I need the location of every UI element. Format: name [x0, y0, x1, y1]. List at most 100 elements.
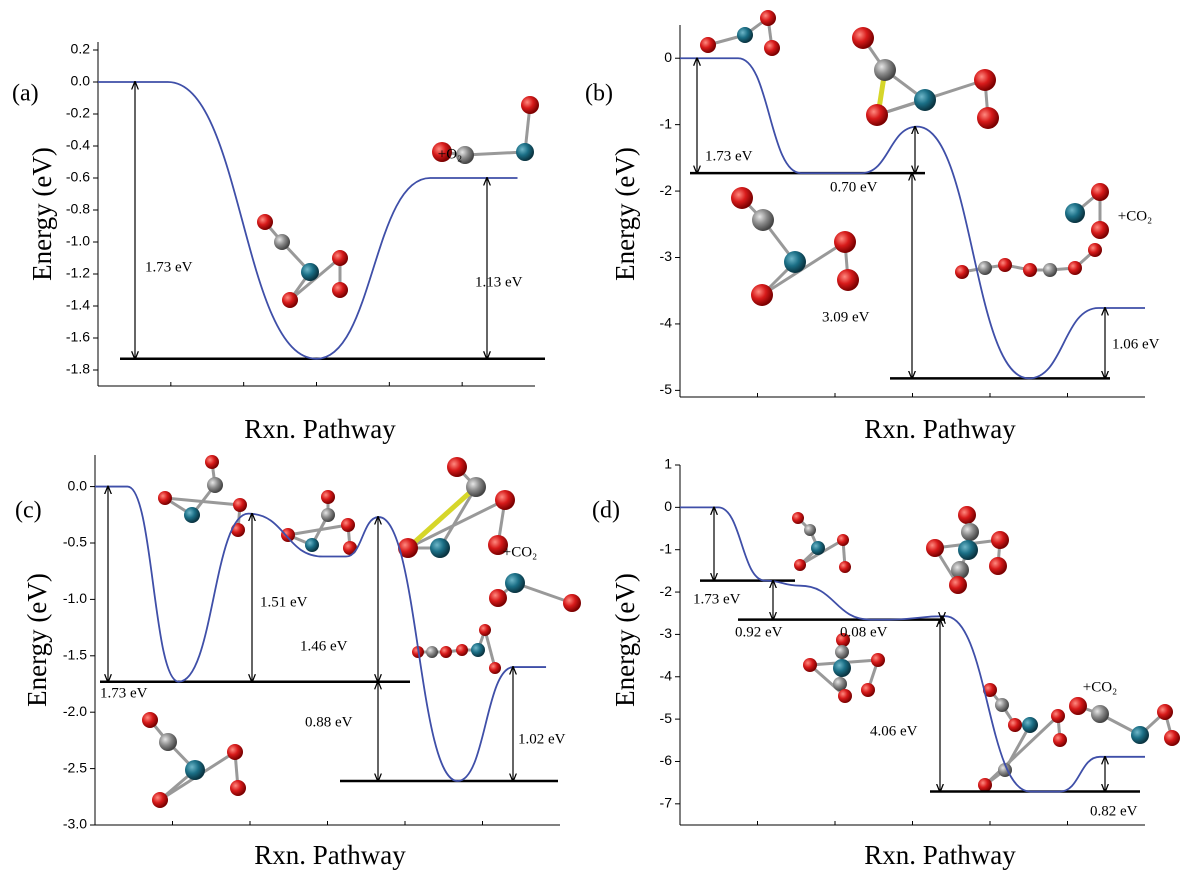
atom: [207, 477, 223, 493]
atom: [949, 576, 967, 594]
y-tick-label: 0.0: [71, 73, 91, 89]
atom: [974, 69, 996, 91]
atom: [1091, 705, 1109, 723]
atom: [466, 477, 486, 497]
energy-label: 3.09 eV: [822, 309, 870, 325]
atom: [1131, 726, 1149, 744]
species-label: +CO₂: [503, 544, 538, 560]
bond: [164, 496, 241, 507]
atom: [1065, 203, 1085, 223]
y-tick-label: -1.4: [66, 297, 90, 313]
bond: [406, 485, 478, 550]
energy-label: 1.06 eV: [1112, 336, 1160, 352]
y-tick-label: -1: [660, 540, 673, 556]
atom: [731, 187, 753, 209]
atom: [1068, 261, 1082, 275]
atom: [951, 561, 969, 579]
energy-label: 1.51 eV: [260, 594, 308, 610]
atom: [871, 653, 885, 667]
atom: [861, 683, 875, 697]
y-tick-label: -7: [660, 795, 673, 811]
molecule: [142, 712, 246, 808]
y-tick-label: -5: [660, 710, 673, 726]
atom: [471, 643, 485, 657]
atom: [834, 231, 856, 253]
atom: [1164, 730, 1180, 746]
atom: [227, 744, 243, 760]
y-tick-label: 0: [664, 49, 672, 65]
molecule: [398, 457, 515, 558]
atom: [958, 506, 976, 524]
molecule: [432, 96, 539, 164]
bond: [483, 629, 497, 669]
atom: [978, 261, 992, 275]
atom: [184, 507, 200, 523]
atom: [700, 37, 716, 53]
energy-label: 1.73 eV: [693, 591, 741, 607]
atom: [1088, 243, 1102, 257]
atom: [432, 142, 452, 162]
y-tick-label: -1: [660, 115, 673, 131]
y-tick-label: -1.0: [63, 590, 87, 606]
atom: [1091, 183, 1109, 201]
y-tick-label: -2: [660, 182, 673, 198]
y-tick-label: 0.2: [71, 41, 91, 57]
atom: [489, 589, 507, 607]
atom: [447, 457, 467, 477]
atom: [301, 263, 319, 281]
atom: [866, 104, 888, 126]
energy-label: 1.46 eV: [300, 638, 348, 654]
panel-label: (d): [592, 498, 620, 524]
molecule: [926, 506, 1009, 594]
species-label: +CO₂: [1083, 679, 1118, 695]
atom: [456, 146, 474, 164]
species-label: +CO₂: [1118, 208, 1153, 224]
panel-label: (c): [15, 498, 42, 524]
atom: [760, 10, 776, 26]
atom: [398, 538, 418, 558]
energy-label: 0.88 eV: [305, 714, 353, 730]
atom: [521, 96, 539, 114]
atom: [488, 535, 508, 555]
atom: [233, 498, 247, 512]
atom: [274, 234, 290, 250]
energy-curve: [95, 485, 547, 782]
energy-curve: [679, 506, 1145, 793]
atom: [961, 523, 979, 541]
atom: [803, 658, 817, 672]
molecule: [852, 27, 999, 129]
atom: [230, 780, 246, 796]
atom: [321, 508, 335, 522]
y-tick-label: -2: [660, 583, 673, 599]
atom: [794, 559, 806, 571]
y-tick-label: -3.0: [63, 816, 87, 832]
molecule: [955, 243, 1102, 279]
energy-label: 1.02 eV: [518, 731, 566, 747]
bond: [514, 581, 573, 605]
atom: [257, 214, 273, 230]
atom: [835, 645, 849, 659]
y-tick-label: -1.0: [66, 233, 90, 249]
atom: [1069, 697, 1087, 715]
atom: [332, 282, 348, 298]
atom: [152, 792, 168, 808]
atom: [332, 250, 348, 266]
atom: [833, 659, 851, 677]
y-axis-label: Energy (eV): [27, 147, 57, 281]
atom: [185, 760, 205, 780]
molecule: [1065, 183, 1109, 239]
y-tick-label: -0.2: [66, 105, 90, 121]
atom: [989, 557, 1007, 575]
atom: [205, 455, 219, 469]
molecule: [158, 455, 247, 537]
y-tick-label: -1.8: [66, 361, 90, 377]
molecule: [489, 573, 581, 612]
atom: [1043, 263, 1057, 277]
y-axis-label: Energy (eV): [22, 573, 52, 707]
atom: [281, 528, 295, 542]
atom: [1008, 718, 1022, 732]
atom: [1157, 704, 1173, 720]
energy-curve: [98, 81, 518, 360]
atom: [991, 531, 1009, 549]
